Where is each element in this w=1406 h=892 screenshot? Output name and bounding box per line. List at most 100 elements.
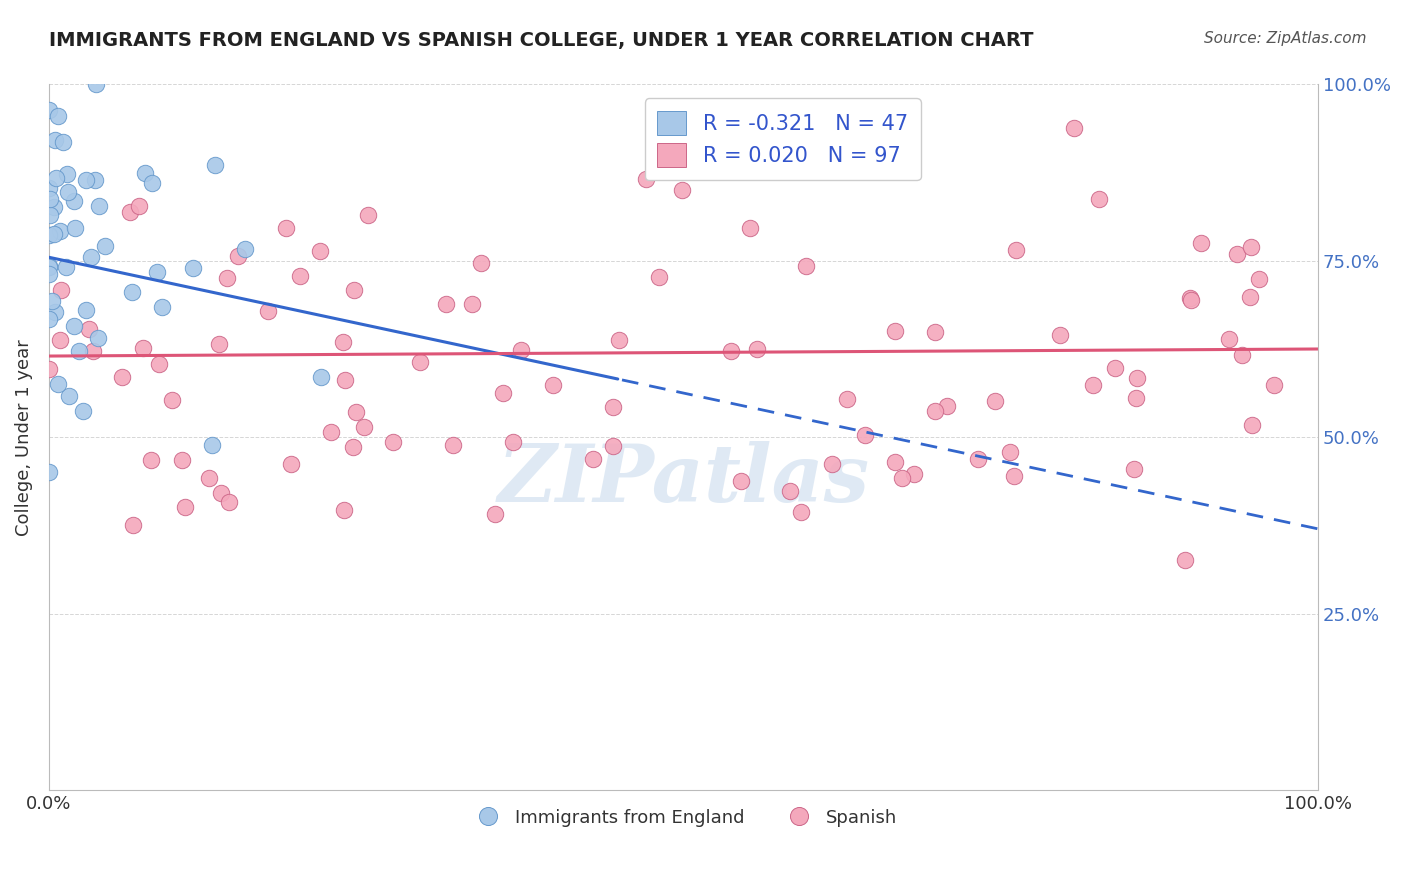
Point — [634, 172, 657, 186]
Point — [1230, 348, 1253, 362]
Point — [332, 334, 354, 349]
Point — [148, 358, 170, 372]
Point — [56, 185, 79, 199]
Point — [541, 377, 564, 392]
Point — [1240, 417, 1263, 432]
Point — [470, 256, 492, 270]
Point — [671, 183, 693, 197]
Point — [924, 325, 946, 339]
Point — [207, 336, 229, 351]
Point — [63, 220, 86, 235]
Point — [936, 400, 959, 414]
Point — [82, 344, 104, 359]
Point — [42, 227, 65, 241]
Point — [1189, 236, 1212, 251]
Point — [1180, 291, 1202, 305]
Point — [38, 192, 60, 206]
Point — [39, 208, 62, 222]
Point — [883, 455, 905, 469]
Point — [276, 220, 298, 235]
Point — [333, 373, 356, 387]
Point — [1180, 293, 1202, 307]
Point — [58, 389, 80, 403]
Point — [1125, 391, 1147, 405]
Point — [209, 485, 232, 500]
Point — [903, 467, 925, 482]
Point — [226, 249, 249, 263]
Point — [1088, 192, 1111, 206]
Point — [41, 293, 63, 308]
Point — [998, 444, 1021, 458]
Point — [122, 518, 145, 533]
Point — [38, 260, 60, 274]
Point — [1239, 289, 1261, 303]
Point — [582, 451, 605, 466]
Point — [38, 228, 60, 243]
Point — [740, 221, 762, 235]
Point — [38, 311, 60, 326]
Point — [434, 297, 457, 311]
Point — [118, 204, 141, 219]
Point — [648, 270, 671, 285]
Point — [796, 259, 818, 273]
Point — [170, 453, 193, 467]
Point — [602, 439, 624, 453]
Legend: Immigrants from England, Spanish: Immigrants from England, Spanish — [463, 801, 904, 834]
Point — [344, 405, 367, 419]
Point — [38, 267, 60, 281]
Point — [150, 300, 173, 314]
Point — [288, 268, 311, 283]
Point — [730, 474, 752, 488]
Point — [87, 199, 110, 213]
Point — [86, 331, 108, 345]
Point — [1083, 378, 1105, 392]
Point — [49, 224, 72, 238]
Point — [128, 199, 150, 213]
Point — [720, 343, 742, 358]
Point — [353, 420, 375, 434]
Point — [883, 324, 905, 338]
Point — [45, 170, 67, 185]
Point — [48, 376, 70, 391]
Point — [215, 270, 238, 285]
Point — [779, 484, 801, 499]
Point — [1263, 377, 1285, 392]
Point — [48, 109, 70, 123]
Point — [134, 166, 156, 180]
Point — [409, 355, 432, 369]
Point — [42, 200, 65, 214]
Point — [333, 502, 356, 516]
Point — [80, 250, 103, 264]
Point — [966, 452, 988, 467]
Point — [218, 495, 240, 509]
Point — [145, 265, 167, 279]
Text: IMMIGRANTS FROM ENGLAND VS SPANISH COLLEGE, UNDER 1 YEAR CORRELATION CHART: IMMIGRANTS FROM ENGLAND VS SPANISH COLLE… — [49, 31, 1033, 50]
Point — [111, 369, 134, 384]
Point — [1063, 121, 1085, 136]
Point — [139, 452, 162, 467]
Point — [94, 238, 117, 252]
Point — [461, 296, 484, 310]
Point — [77, 321, 100, 335]
Point — [382, 435, 405, 450]
Point — [256, 304, 278, 318]
Point — [319, 425, 342, 439]
Point — [1226, 246, 1249, 260]
Point — [1123, 462, 1146, 476]
Point — [72, 404, 94, 418]
Point — [821, 458, 844, 472]
Point — [924, 404, 946, 418]
Point — [38, 465, 60, 479]
Point — [343, 283, 366, 297]
Point — [44, 305, 66, 319]
Point — [602, 400, 624, 414]
Point — [75, 303, 97, 318]
Point — [198, 471, 221, 485]
Point — [38, 362, 60, 376]
Point — [1005, 243, 1028, 257]
Point — [502, 435, 524, 450]
Point — [891, 471, 914, 485]
Point — [1126, 370, 1149, 384]
Point — [492, 385, 515, 400]
Point — [201, 438, 224, 452]
